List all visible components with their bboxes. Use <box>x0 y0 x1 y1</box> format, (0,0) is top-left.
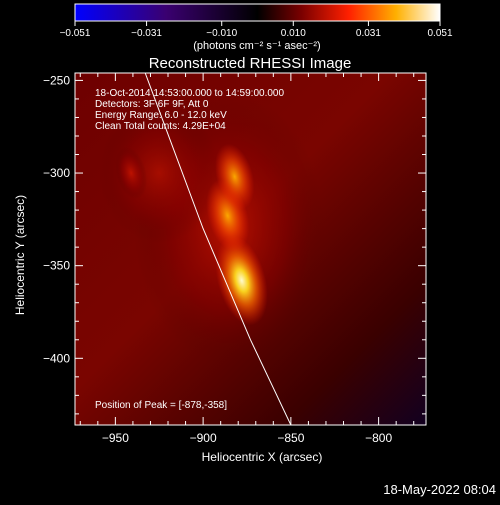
colorbar-tick-label: −0.031 <box>131 28 162 39</box>
solar-limb <box>144 73 292 425</box>
y-axis: −250 −300 −350 −400 <box>43 73 426 415</box>
colorbar-tick-label: −0.051 <box>60 28 91 39</box>
y-tick-label: −350 <box>43 259 70 273</box>
peak-position-label: Position of Peak = [-878,-358] <box>95 400 227 411</box>
source-blob <box>215 235 268 326</box>
annotation-line: Energy Range: 6.0 - 12.0 keV <box>95 110 227 121</box>
x-tick-label: −850 <box>277 431 304 445</box>
colorbar-ticks: −0.051 −0.031 −0.010 0.010 0.031 0.051 <box>60 21 453 39</box>
x-axis-label: Heliocentric X (arcsec) <box>202 450 323 464</box>
x-tick-label: −900 <box>190 431 217 445</box>
annotation-line: 18-Oct-2014 14:53:00.000 to 14:59:00.000 <box>95 88 284 99</box>
diffuse-emission <box>99 103 220 244</box>
colorbar-tick-label: 0.031 <box>356 28 381 39</box>
plot-area: −950 −900 −850 −800 −250 −300 −350 −400 18-Oct… <box>43 72 427 445</box>
annotation-line: Detectors: 3F 6F 9F, Att 0 <box>95 99 209 110</box>
colorbar: −0.051 −0.031 −0.010 0.010 0.031 0.051 (photo… <box>60 3 453 52</box>
chart-title: Reconstructed RHESSI Image <box>149 55 352 72</box>
timestamp: 18-May-2022 08:04 <box>383 482 496 497</box>
y-tick-label: −250 <box>43 73 70 87</box>
x-axis: −950 −900 −850 −800 <box>79 73 415 445</box>
x-tick-label: −800 <box>365 431 392 445</box>
plot-frame <box>74 72 427 426</box>
colorbar-gradient <box>74 3 441 22</box>
colorbar-tick-label: −0.010 <box>206 28 237 39</box>
source-blob <box>215 143 255 210</box>
annotation-line: Clean Total counts: 4.29E+04 <box>95 121 226 132</box>
colorbar-tick-label: 0.010 <box>281 28 306 39</box>
y-tick-label: −300 <box>43 166 70 180</box>
source-blob <box>115 147 148 200</box>
y-axis-label: Heliocentric Y (arcsec) <box>13 195 27 315</box>
x-tick-label: −950 <box>102 431 129 445</box>
colorbar-units: (photons cm⁻² s⁻¹ asec⁻²) <box>193 40 320 52</box>
y-tick-label: −400 <box>43 351 70 365</box>
emission-sources <box>99 93 325 364</box>
colorbar-tick-label: 0.051 <box>427 28 452 39</box>
annotations: 18-Oct-2014 14:53:00.000 to 14:59:00.000… <box>95 88 284 132</box>
